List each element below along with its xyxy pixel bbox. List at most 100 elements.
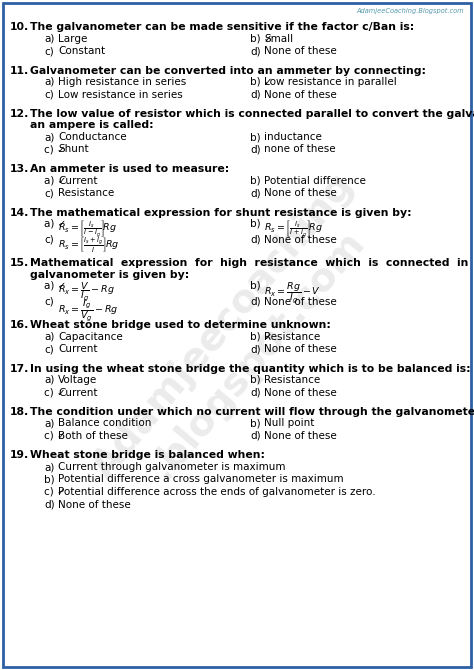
Text: $R_s = \left[\frac{I_s}{I+I_g}\right]\!Rg$: $R_s = \left[\frac{I_s}{I+I_g}\right]\!R… [264, 219, 323, 240]
Text: c) ✓: c) ✓ [44, 487, 66, 497]
Text: c): c) [44, 188, 54, 198]
Text: b) ✓: b) ✓ [250, 77, 273, 87]
Text: d): d) [250, 46, 261, 56]
Text: $R_s = \left[\frac{I_s+I_g}{I}\right]\!Rg$: $R_s = \left[\frac{I_s+I_g}{I}\right]\!R… [58, 235, 119, 254]
Text: c) ✓: c) ✓ [44, 431, 66, 441]
Text: The mathematical expression for shunt resistance is given by:: The mathematical expression for shunt re… [30, 208, 411, 218]
Text: Mathematical  expression  for  high  resistance  which  is  connected  in  serie: Mathematical expression for high resista… [30, 258, 474, 268]
Text: None of these: None of these [264, 188, 337, 198]
Text: a): a) [44, 132, 55, 142]
Text: b) ✓: b) ✓ [250, 332, 273, 342]
Text: AdamjeeCoaching.Blogspot.com: AdamjeeCoaching.Blogspot.com [356, 8, 464, 14]
Text: Current: Current [58, 387, 98, 397]
Text: None of these: None of these [264, 344, 337, 354]
Text: a): a) [44, 34, 55, 44]
Text: Potential difference across the ends of galvanometer is zero.: Potential difference across the ends of … [58, 487, 375, 497]
Text: Current: Current [58, 176, 98, 186]
Text: a): a) [44, 77, 55, 87]
Text: a): a) [44, 332, 55, 342]
Text: 10.: 10. [10, 22, 29, 32]
Text: b): b) [250, 132, 261, 142]
Text: In using the wheat stone bridge the quantity which is to be balanced is:: In using the wheat stone bridge the quan… [30, 364, 471, 373]
Text: 17.: 17. [10, 364, 29, 373]
Text: 15.: 15. [10, 258, 29, 268]
Text: d): d) [250, 344, 261, 354]
Text: $R_x = \dfrac{I_g}{V_g} - Rg$: $R_x = \dfrac{I_g}{V_g} - Rg$ [58, 297, 118, 323]
Text: b): b) [250, 281, 261, 291]
Text: Potential difference a cross galvanometer is maximum: Potential difference a cross galvanomete… [58, 474, 344, 484]
Text: Potential difference: Potential difference [264, 176, 366, 186]
Text: d): d) [250, 431, 261, 441]
Text: c) ✓: c) ✓ [44, 387, 66, 397]
Text: a) ✓: a) ✓ [44, 219, 66, 229]
Text: a): a) [44, 375, 55, 385]
Text: None of these: None of these [264, 387, 337, 397]
Text: None of these: None of these [264, 90, 337, 100]
Text: a) ✓: a) ✓ [44, 281, 66, 291]
Text: d): d) [250, 90, 261, 100]
Text: $R_x = \dfrac{V}{I_g} - Rg$: $R_x = \dfrac{V}{I_g} - Rg$ [58, 281, 115, 304]
Text: High resistance in series: High resistance in series [58, 77, 186, 87]
Text: 11.: 11. [10, 66, 29, 76]
Text: Current: Current [58, 344, 98, 354]
Text: d): d) [250, 387, 261, 397]
Text: Resistance: Resistance [58, 188, 114, 198]
Text: b) ✓: b) ✓ [250, 34, 273, 44]
Text: Current through galvanometer is maximum: Current through galvanometer is maximum [58, 462, 285, 472]
Text: a): a) [44, 419, 55, 429]
Text: Adamjeecoaching
.blogspot.com: Adamjeecoaching .blogspot.com [84, 166, 395, 514]
Text: a) ✓: a) ✓ [44, 176, 66, 186]
Text: c) ✓: c) ✓ [44, 145, 66, 155]
Text: Shunt: Shunt [58, 145, 89, 155]
Text: The galvanometer can be made sensitive if the factor c/Ban is:: The galvanometer can be made sensitive i… [30, 22, 414, 32]
Text: An ammeter is used to measure:: An ammeter is used to measure: [30, 164, 229, 174]
Text: c): c) [44, 297, 54, 307]
Text: Constant: Constant [58, 46, 105, 56]
Text: d): d) [250, 145, 261, 155]
Text: b): b) [44, 474, 55, 484]
Text: Voltage: Voltage [58, 375, 97, 385]
Text: 19.: 19. [10, 450, 29, 460]
Text: c): c) [44, 344, 54, 354]
Text: The condition under which no current will flow through the galvanometer is calle: The condition under which no current wil… [30, 407, 474, 417]
Text: None of these: None of these [264, 46, 337, 56]
Text: c): c) [44, 46, 54, 56]
Text: Resistance: Resistance [264, 375, 320, 385]
FancyBboxPatch shape [3, 3, 471, 667]
Text: Resistance: Resistance [264, 332, 320, 342]
Text: 16.: 16. [10, 320, 29, 330]
Text: $R_s = \left[\frac{I_s}{I-I_g}\right]\!Rg$: $R_s = \left[\frac{I_s}{I-I_g}\right]\!R… [58, 219, 117, 240]
Text: The low value of resistor which is connected parallel to convert the galvanomete: The low value of resistor which is conne… [30, 109, 474, 119]
Text: None of these: None of these [264, 297, 337, 307]
Text: an ampere is called:: an ampere is called: [30, 121, 154, 131]
Text: Small: Small [264, 34, 293, 44]
Text: b): b) [250, 176, 261, 186]
Text: Both of these: Both of these [58, 431, 128, 441]
Text: Wheat stone bridge is balanced when:: Wheat stone bridge is balanced when: [30, 450, 265, 460]
Text: 18.: 18. [10, 407, 29, 417]
Text: c): c) [44, 90, 54, 100]
Text: inductance: inductance [264, 132, 322, 142]
Text: b): b) [250, 219, 261, 229]
Text: c): c) [44, 235, 54, 245]
Text: none of these: none of these [264, 145, 336, 155]
Text: Balance condition: Balance condition [58, 419, 151, 429]
Text: galvanometer is given by:: galvanometer is given by: [30, 269, 189, 279]
Text: 14.: 14. [10, 208, 29, 218]
Text: None of these: None of these [264, 235, 337, 245]
Text: d): d) [250, 235, 261, 245]
Text: Low resistance in parallel: Low resistance in parallel [264, 77, 397, 87]
Text: 12.: 12. [10, 109, 29, 119]
Text: d): d) [250, 297, 261, 307]
Text: 13.: 13. [10, 164, 29, 174]
Text: d): d) [250, 188, 261, 198]
Text: b): b) [250, 375, 261, 385]
Text: Null point: Null point [264, 419, 314, 429]
Text: Large: Large [58, 34, 87, 44]
Text: $R_x = \dfrac{Rg}{I_g} - V$: $R_x = \dfrac{Rg}{I_g} - V$ [264, 281, 321, 306]
Text: Capacitance: Capacitance [58, 332, 123, 342]
Text: d): d) [44, 500, 55, 509]
Text: Conductance: Conductance [58, 132, 127, 142]
Text: b): b) [250, 419, 261, 429]
Text: None of these: None of these [264, 431, 337, 441]
